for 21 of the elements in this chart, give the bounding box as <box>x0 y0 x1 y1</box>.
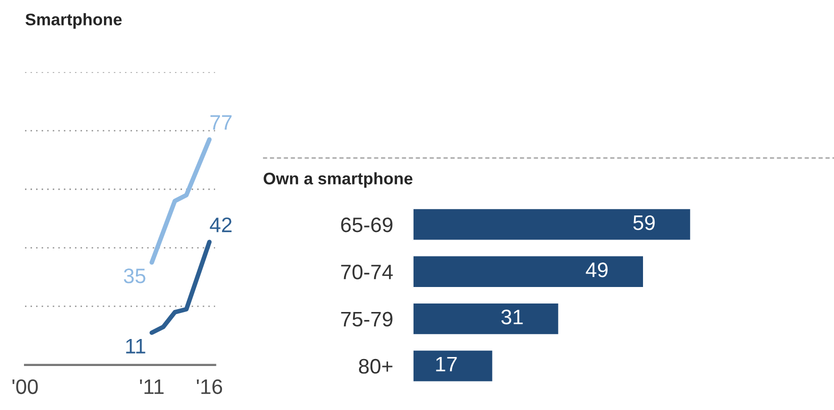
data-label: 31 <box>501 310 523 324</box>
x-tick-label: '00 <box>12 379 38 394</box>
data-label: 77 <box>210 115 232 130</box>
x-tick-label: '11 <box>140 380 164 394</box>
y-tick-label: 80+ <box>358 358 392 374</box>
x-tick-label: '16 <box>196 379 222 394</box>
chart-title: Own a smartphone <box>264 172 412 188</box>
y-tick-label: 70-74 <box>341 264 393 280</box>
chart-title: Smartphone <box>26 13 122 29</box>
data-label: 17 <box>436 356 457 372</box>
data-label: 59 <box>633 215 655 230</box>
y-tick-label: 65-69 <box>341 217 392 232</box>
data-label: 11 <box>126 339 146 354</box>
data-label: 35 <box>124 268 146 284</box>
bar <box>412 208 692 242</box>
data-label: 42 <box>210 218 232 232</box>
bar <box>412 254 644 288</box>
y-tick-label: 75-79 <box>341 312 392 327</box>
bar <box>412 302 560 336</box>
data-label: 49 <box>586 262 608 278</box>
bar <box>412 349 494 383</box>
